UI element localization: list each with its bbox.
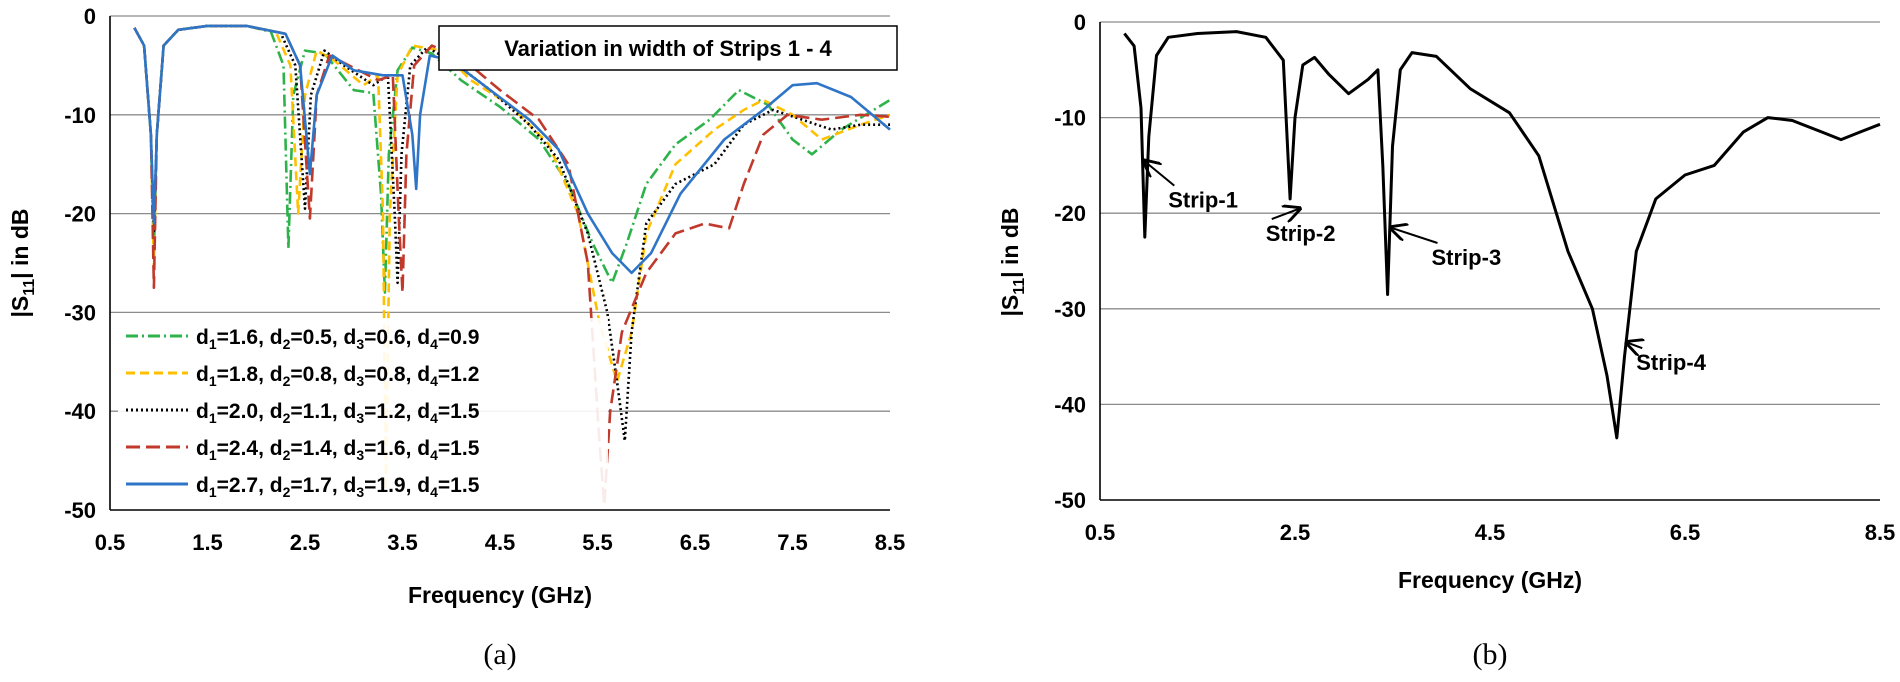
- panel-a-x-tick-label: 4.5: [485, 530, 516, 555]
- panel-a-annotation-box: [438, 25, 898, 71]
- panel-a-y-tick-label: -10: [64, 103, 96, 128]
- panel-b-annotation-label-1: Strip-1: [1168, 188, 1238, 213]
- panel-a-legend-entry-3: d1=2.0, d2=1.1, d3=1.2, d4=1.5: [196, 400, 480, 426]
- panel-a-y-axis-label: |S11| in dB: [7, 208, 38, 317]
- panel-b-x-axis-label: Frequency (GHz): [1398, 567, 1582, 593]
- panel-b-y-ticks: 0 -10 -20 -30 -40 -50: [1054, 10, 1086, 513]
- panel-b-y-tick-label: -40: [1054, 392, 1086, 417]
- panel-a-legend-entry-2: d1=1.8, d2=0.8, d3=0.8, d4=1.2: [196, 363, 479, 389]
- panel-b-series-line-1: [1123, 30, 1881, 440]
- panel-a-legend-entry-1: d1=1.6, d2=0.5, d3=0.6, d4=0.9: [196, 326, 479, 352]
- panel-a-legend-entry-5: d1=2.7, d2=1.7, d3=1.9, d4=1.5: [196, 474, 480, 500]
- panel-a-series-group: [133, 24, 891, 507]
- panel-b-y-tick-label: 0: [1074, 10, 1086, 35]
- panel-b-annotation-arrow-1: [1144, 161, 1175, 187]
- panel-b-annotation-label-2: Strip-2: [1266, 221, 1336, 246]
- panel-a-legend-entry-4: d1=2.4, d2=1.4, d3=1.6, d4=1.5: [196, 437, 480, 463]
- panel-a-x-tick-label: 6.5: [680, 530, 711, 555]
- panel-b-x-ticks: 0.5 2.5 4.5 6.5 8.5: [1085, 520, 1896, 545]
- panel-a-x-tick-label: 3.5: [387, 530, 418, 555]
- panel-a-x-tick-label: 0.5: [95, 530, 126, 555]
- panel-b-x-tick-label: 4.5: [1475, 520, 1506, 545]
- panel-a-y-ticks: 0 -10 -20 -30 -40 -50: [64, 4, 96, 523]
- panel-b-x-tick-label: 6.5: [1670, 520, 1701, 545]
- panel-a-y-tick-label: -20: [64, 202, 96, 227]
- panel-b-gridlines: [1100, 21, 1880, 406]
- panel-a-x-tick-label: 5.5: [582, 530, 613, 555]
- panel-b-x-tick-label: 2.5: [1280, 520, 1311, 545]
- panel-a-x-tick-label: 7.5: [777, 530, 808, 555]
- panel-b-series-group: [1123, 30, 1881, 440]
- panel-b-annotation-label-3: Strip-3: [1432, 245, 1502, 270]
- panel-a-y-tick-label: 0: [84, 4, 96, 29]
- panel-a-x-tick-label: 1.5: [192, 530, 223, 555]
- panel-a-legend-background: [118, 318, 608, 508]
- panel-a-series-line-5: [133, 24, 891, 275]
- panel-b-x-tick-label: 0.5: [1085, 520, 1116, 545]
- panel-b-chart: 0.5 2.5 4.5 6.5 8.5 0 -10 -20 -30 -40 -50 Frequen…: [997, 10, 1895, 593]
- panel-a-y-tick-label: -40: [64, 399, 96, 424]
- panel-b-y-tick-label: -30: [1054, 297, 1086, 322]
- panel-b-y-tick-label: -50: [1054, 488, 1086, 513]
- panel-a-chart: 0.5 1.5 2.5 3.5 4.5 5.5 6.5 7.5 8.5 0 -10 -20 -30 -4…: [7, 4, 905, 608]
- panel-a-annotation: Variation in width of Strips 1 - 4: [504, 36, 832, 61]
- caption-b: (b): [1473, 638, 1508, 671]
- panel-b-annotation-label-4: Strip-4: [1636, 350, 1706, 375]
- caption-a: (a): [483, 638, 516, 671]
- panel-b-annotation-arrow-4: [1627, 342, 1643, 348]
- panel-b-y-tick-label: -10: [1054, 106, 1086, 131]
- panel-b-annotations: Strip-1 Strip-2 Strip-3 Strip-4: [1144, 161, 1707, 375]
- panel-a-x-tick-label: 8.5: [875, 530, 906, 555]
- panel-b-annotation-arrow-3: [1391, 228, 1438, 244]
- panel-a-x-axis-label: Frequency (GHz): [408, 582, 592, 608]
- panel-b-annotation-arrow-2: [1271, 208, 1300, 219]
- panel-a-x-tick-label: 2.5: [290, 530, 321, 555]
- panel-a-legend: d1=1.6, d2=0.5, d3=0.6, d4=0.9 d1=1.8, d2…: [118, 318, 608, 508]
- panel-b-x-tick-label: 8.5: [1865, 520, 1896, 545]
- panel-a-x-ticks: 0.5 1.5 2.5 3.5 4.5 5.5 6.5 7.5 8.5: [95, 530, 906, 555]
- panel-b-y-tick-label: -20: [1054, 201, 1086, 226]
- panel-a-y-tick-label: -50: [64, 498, 96, 523]
- panel-b-y-axis-label: |S11| in dB: [997, 207, 1028, 316]
- panel-a-y-tick-label: -30: [64, 300, 96, 325]
